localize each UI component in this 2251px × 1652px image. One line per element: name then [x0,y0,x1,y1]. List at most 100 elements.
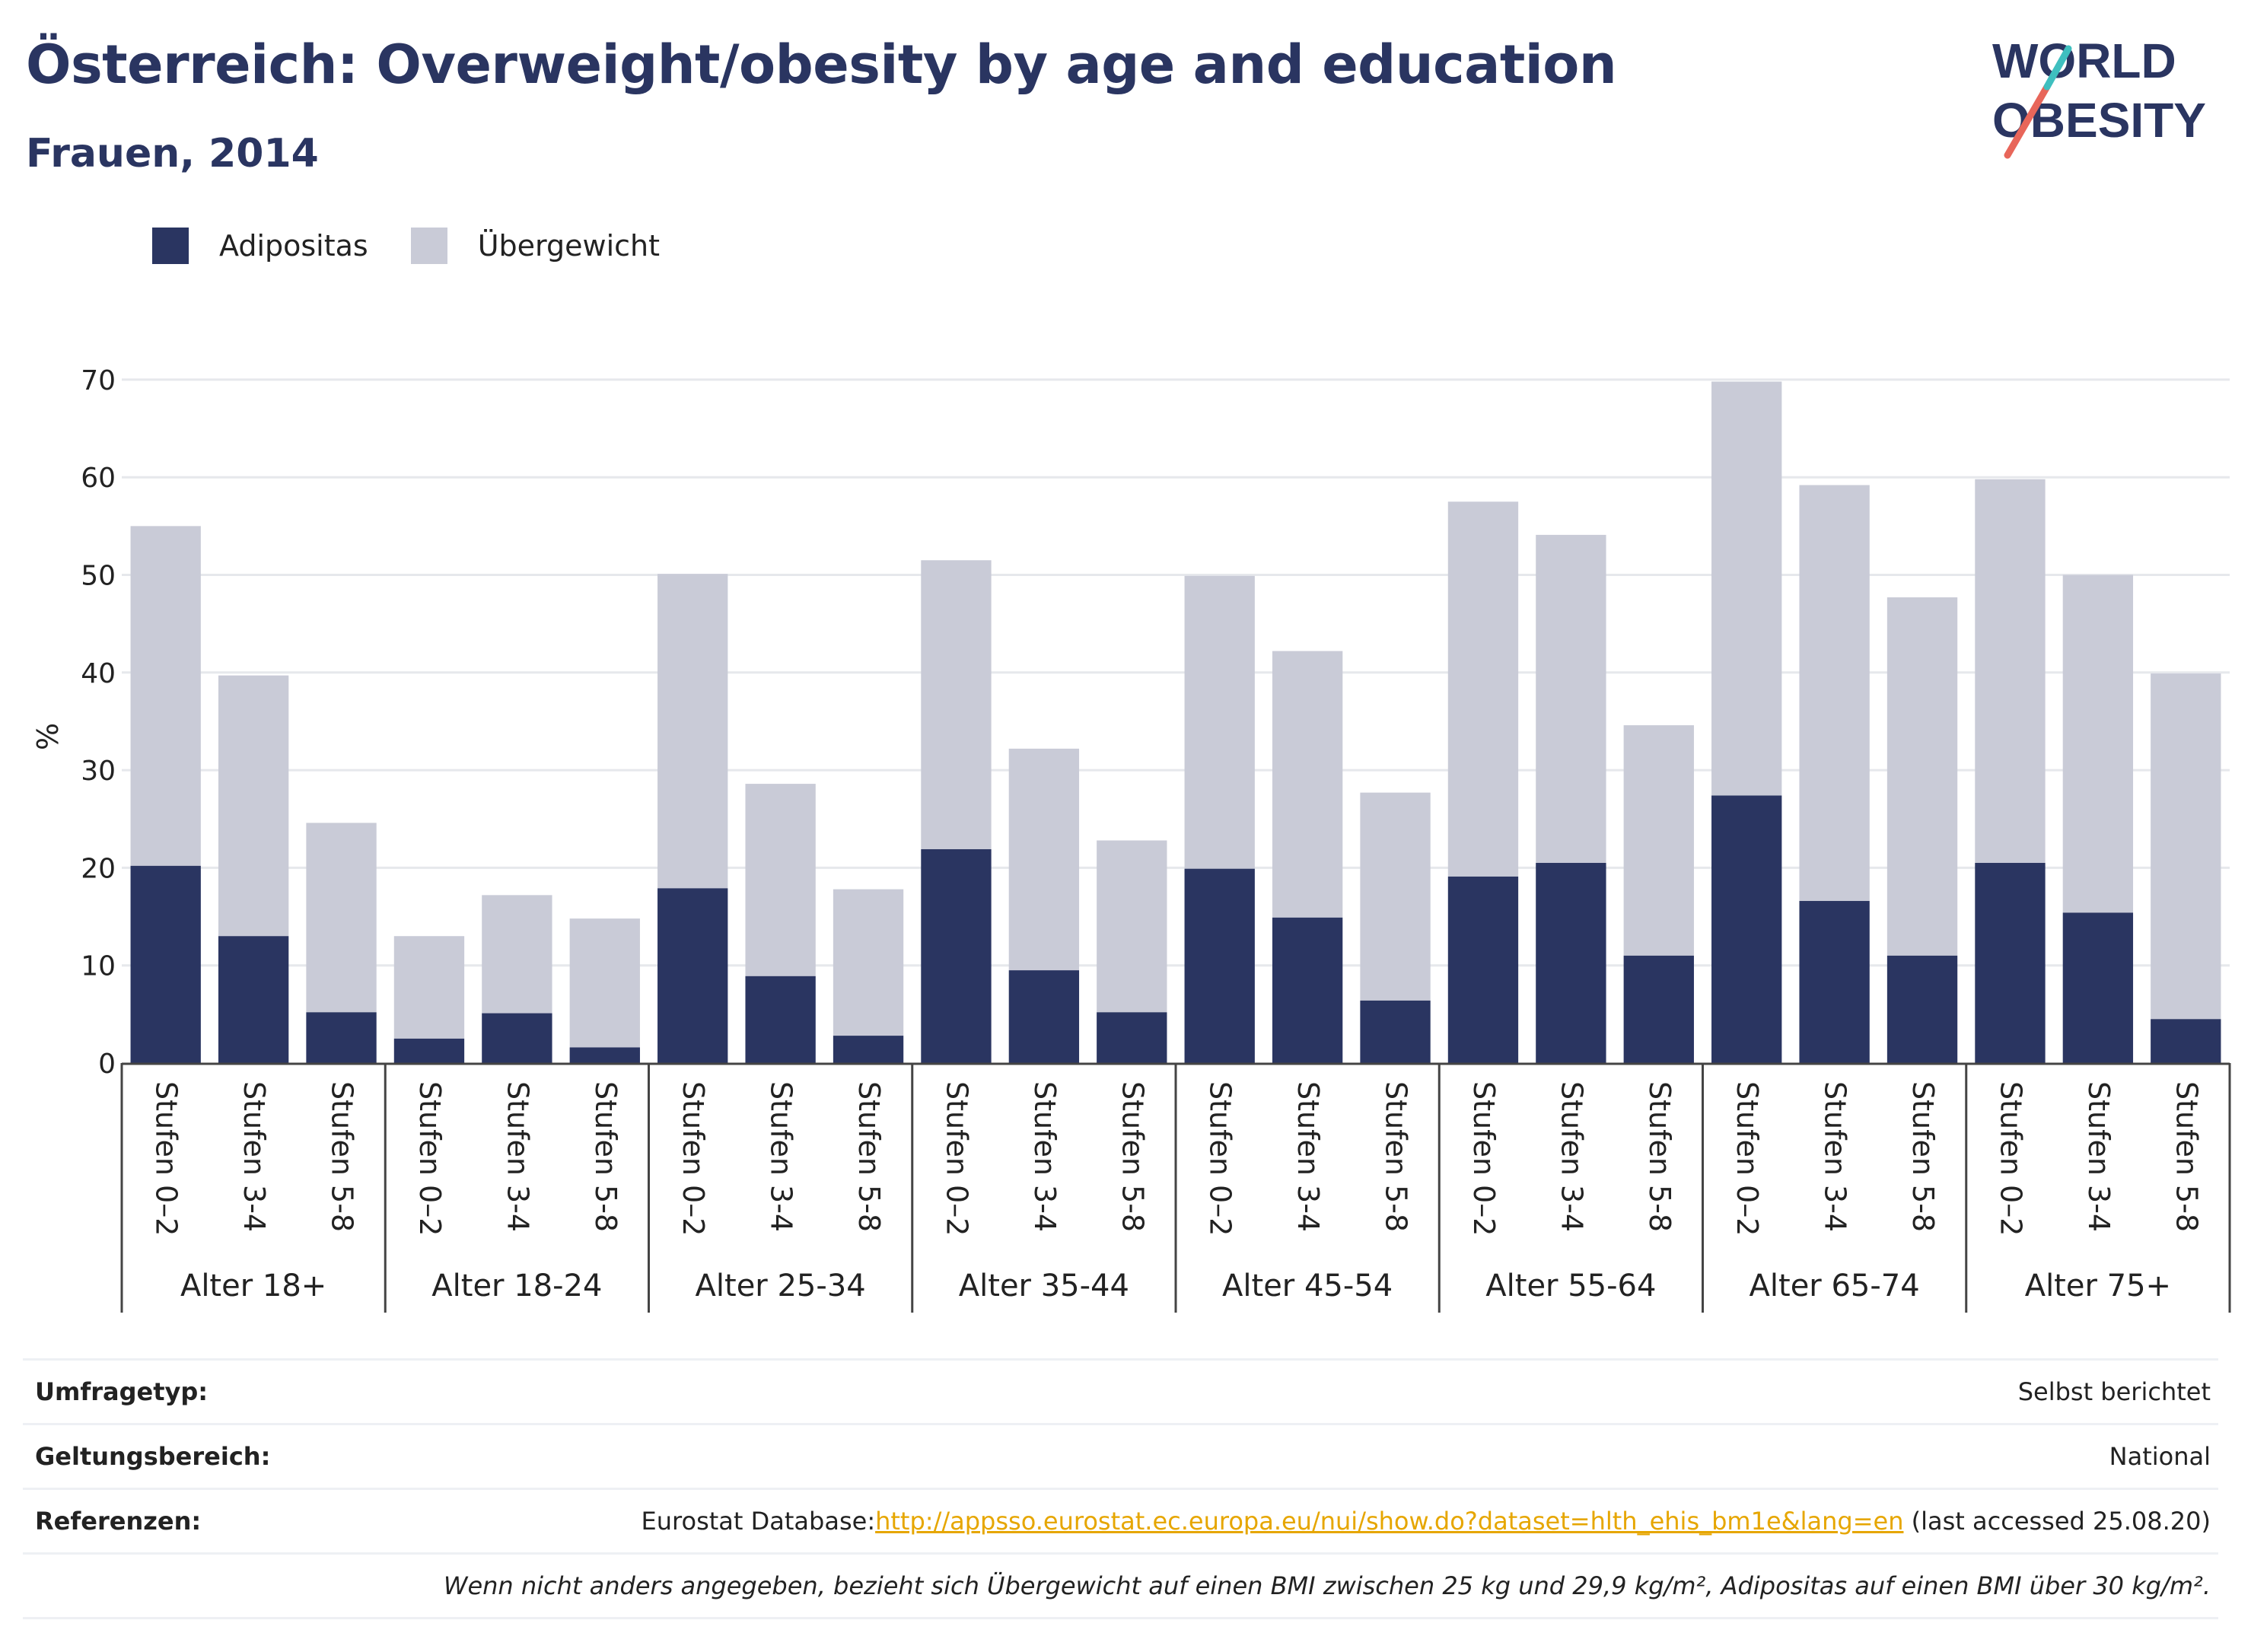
survey-type-label: Umfragetyp: [35,1377,209,1406]
bar-uebergewicht [569,918,640,1048]
x-tick-label: Stufen 3-4 [1555,1081,1588,1232]
y-tick-label: 20 [81,853,116,884]
x-tick-label: Stufen 3-4 [2082,1081,2116,1232]
x-tick-label: Stufen 0–2 [1467,1081,1501,1236]
bar-uebergewicht [130,526,201,866]
bar-uebergewicht [1097,840,1167,1013]
bar-uebergewicht [1536,534,1606,863]
group-label: Alter 18-24 [431,1268,602,1303]
bar-uebergewicht [1886,597,1958,956]
bar-uebergewicht [1008,748,1080,971]
survey-type-row: Umfragetyp: Selbst berichtet [23,1358,2218,1423]
legend-item-uebergewicht: Übergewicht [410,228,660,264]
x-tick-label: Stufen 5-8 [2170,1081,2203,1232]
x-tick-label: Stufen 5-8 [1643,1081,1676,1232]
x-tick-label: Stufen 5-8 [1906,1081,1940,1232]
x-tick-label: Stufen 0–2 [677,1081,710,1236]
x-tick-label: Stufen 5-8 [852,1081,886,1232]
bar-adipositas [393,1038,465,1063]
x-tick-label: Stufen 0–2 [1204,1081,1237,1236]
reference-prefix: Eurostat Database: [641,1507,876,1536]
group-label: Alter 75+ [2025,1268,2171,1303]
x-tick-label: Stufen 5-8 [326,1081,359,1232]
y-axis-label: % [31,723,65,750]
x-tick-label: Stufen 0–2 [940,1081,973,1236]
survey-type-value: Selbst berichtet [2017,1377,2211,1406]
x-tick-label: Stufen 5-8 [589,1081,622,1232]
group-label: Alter 65-74 [1750,1268,1920,1303]
bar-uebergewicht [1799,485,1870,902]
y-tick-label: 0 [98,1049,116,1080]
bar-adipositas [218,936,289,1063]
bar-uebergewicht [2062,575,2134,913]
group-label: Alter 18+ [180,1268,326,1303]
info-table: Umfragetyp: Selbst berichtet Geltungsber… [23,1358,2218,1619]
x-tick-label: Stufen 3-4 [1819,1081,1852,1232]
bar-uebergewicht [1975,479,2046,863]
bar-adipositas [2151,1019,2221,1063]
bar-adipositas [1975,862,2046,1063]
x-tick-label: Stufen 0–2 [1994,1081,2027,1236]
legend-swatch-uebergewicht [410,228,447,264]
x-tick-label: Stufen 3-4 [1291,1081,1325,1232]
legend-swatch-adipositas [152,228,189,264]
bar-uebergewicht [218,675,289,937]
bar-uebergewicht [1711,381,1782,796]
bar-adipositas [482,1013,552,1063]
scope-value: National [2109,1442,2211,1471]
y-tick-label: 50 [81,561,116,592]
x-tick-label: Stufen 0–2 [413,1081,447,1236]
bar-adipositas [657,888,728,1063]
bar-uebergewicht [657,574,728,889]
x-tick-label: Stufen 3-4 [237,1081,271,1232]
bar-uebergewicht [1360,792,1431,1001]
bar-adipositas [1097,1012,1167,1063]
y-tick-label: 10 [81,951,116,982]
x-tick-label: Stufen 5-8 [1116,1081,1149,1232]
bar-adipositas [306,1012,377,1063]
group-label: Alter 55-64 [1485,1268,1656,1303]
y-tick-label: 60 [81,463,116,494]
references-label: Referenzen: [35,1507,202,1536]
group-label: Alter 45-54 [1222,1268,1393,1303]
definition-note-row: Wenn nicht anders angegeben, bezieht sic… [23,1552,2218,1619]
scope-label: Geltungsbereich: [35,1442,271,1471]
bar-uebergewicht [921,560,992,850]
group-label: Alter 35-44 [959,1268,1129,1303]
reference-suffix: (last accessed 25.08.20) [1903,1507,2211,1536]
bar-adipositas [1536,862,1606,1063]
references-row: Referenzen: Eurostat Database:http://app… [23,1488,2218,1552]
bar-adipositas [1447,876,1519,1063]
bar-adipositas [833,1036,904,1063]
stacked-bar-chart: 0 10 20 30 40 50 60 70% Stufen 0–2 Stufen 3-4 Stuf… [31,365,2231,1313]
reference-link[interactable]: http://appsso.eurostat.ec.europa.eu/nui/… [875,1507,1904,1536]
bar-uebergewicht [393,936,465,1039]
bar-adipositas [2062,912,2134,1063]
group-label: Alter 25-34 [696,1268,866,1303]
svg-text:WORLD: WORLD [1992,33,2176,88]
bar-adipositas [1360,1000,1431,1063]
x-tick-label: Stufen 3-4 [765,1081,798,1232]
bar-adipositas [745,976,816,1063]
legend-item-adipositas: Adipositas [152,228,368,264]
x-tick-label: Stufen 0–2 [150,1081,183,1236]
world-obesity-logo: WORLD OBESITY [1992,33,2206,159]
y-tick-label: 30 [81,756,116,787]
bar-uebergewicht [1272,651,1343,918]
x-tick-label: Stufen 3-4 [501,1081,534,1232]
bar-adipositas [921,849,992,1063]
bar-adipositas [1799,901,1870,1063]
bar-uebergewicht [1623,725,1694,956]
references-value: Eurostat Database:http://appsso.eurostat… [642,1507,2218,1536]
bar-adipositas [1008,970,1080,1063]
bar-adipositas [130,865,201,1063]
bar-adipositas [1886,955,1958,1063]
y-tick-label: 40 [81,658,116,689]
bar-uebergewicht [745,784,816,976]
x-tick-label: Stufen 5-8 [1380,1081,1413,1232]
page-title: Österreich: Overweight/obesity by age an… [26,33,1617,96]
definition-note: Wenn nicht anders angegeben, bezieht sic… [443,1571,2211,1600]
bar-adipositas [1272,917,1343,1063]
legend-label-uebergewicht: Übergewicht [477,229,660,263]
bar-adipositas [1711,795,1782,1063]
